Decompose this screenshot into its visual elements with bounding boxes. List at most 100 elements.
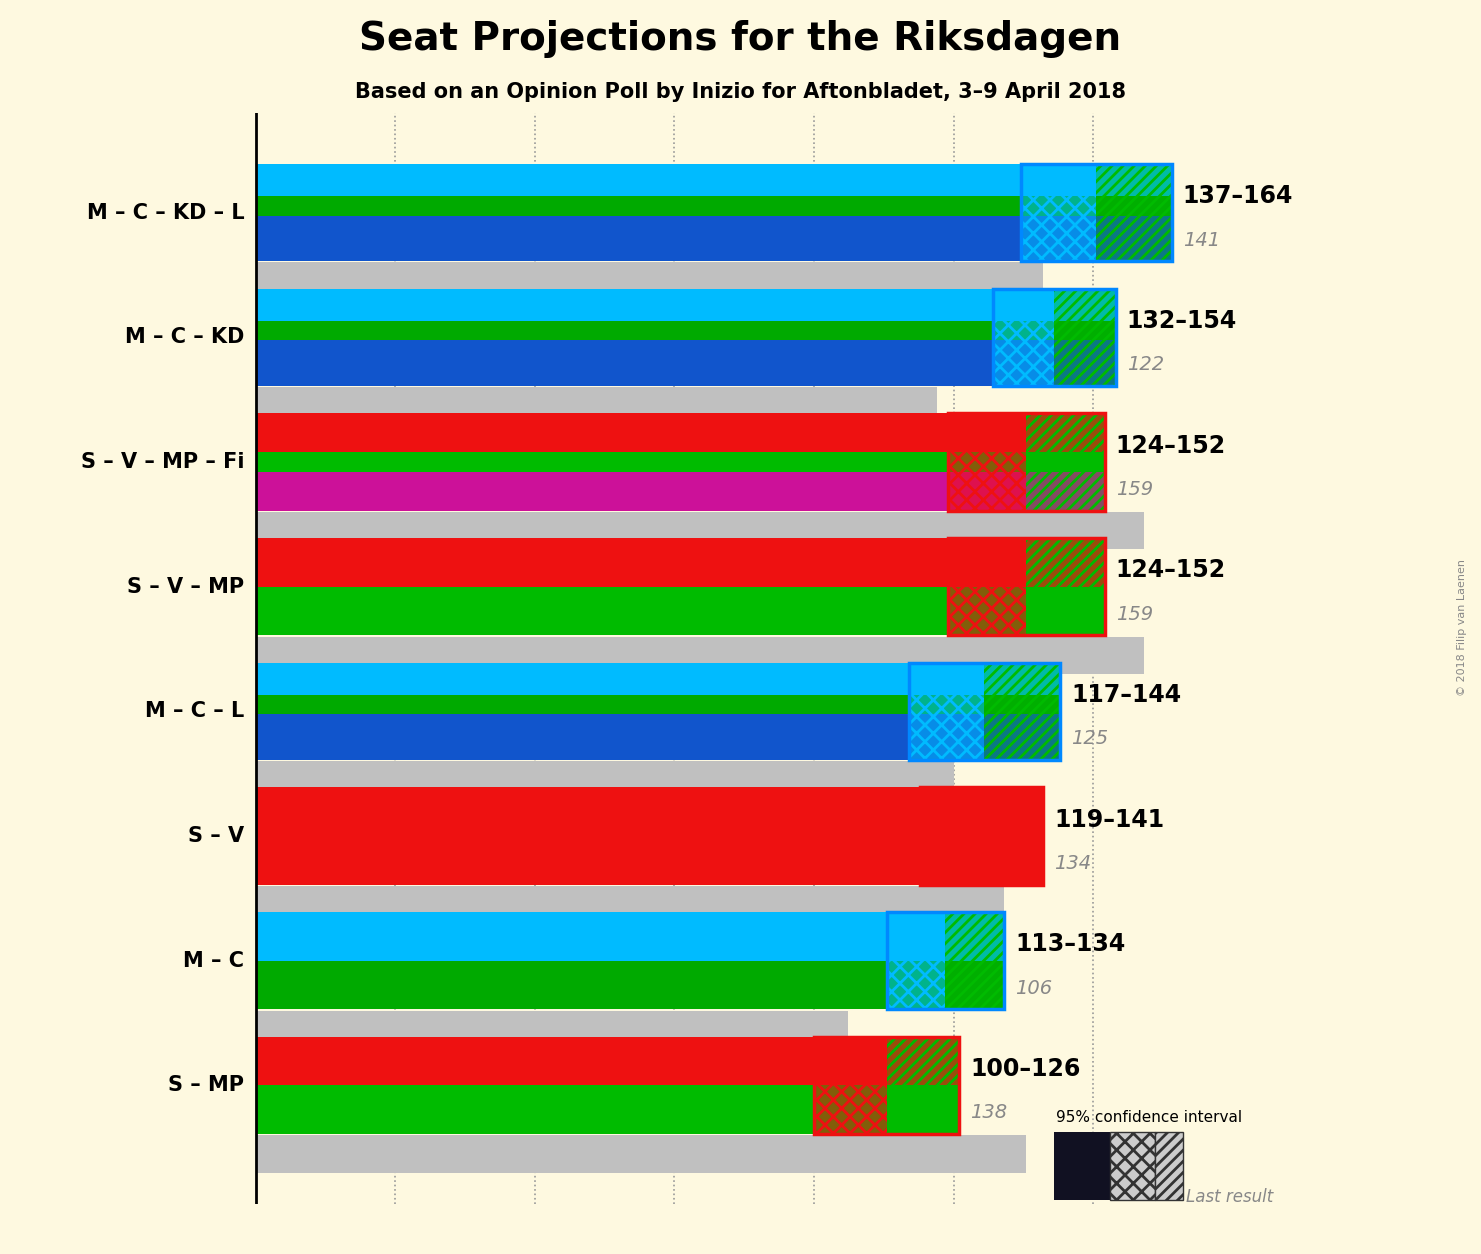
Text: 132–154: 132–154 bbox=[1127, 308, 1237, 334]
Text: with median: with median bbox=[1080, 1150, 1174, 1165]
Bar bbox=[256, 788, 1043, 884]
Bar bbox=[256, 472, 1105, 510]
Bar bbox=[256, 321, 1115, 340]
Bar bbox=[1026, 538, 1105, 636]
Text: © 2018 Filip van Laenen: © 2018 Filip van Laenen bbox=[1457, 558, 1466, 696]
Bar bbox=[1026, 414, 1105, 510]
Bar bbox=[1026, 414, 1105, 510]
Bar bbox=[909, 662, 985, 760]
Bar bbox=[256, 288, 1115, 321]
Text: 119–141: 119–141 bbox=[1054, 808, 1164, 831]
Bar bbox=[256, 262, 1043, 300]
Text: 122: 122 bbox=[1127, 355, 1164, 374]
Bar bbox=[920, 788, 1043, 884]
Text: 113–134: 113–134 bbox=[1014, 933, 1126, 957]
Text: 138: 138 bbox=[970, 1104, 1007, 1122]
Text: M – C – KD – L: M – C – KD – L bbox=[87, 203, 244, 223]
Bar bbox=[815, 1037, 887, 1134]
Bar bbox=[256, 885, 1004, 923]
Bar bbox=[256, 1135, 1026, 1172]
Bar bbox=[256, 715, 1060, 760]
Text: S – MP: S – MP bbox=[169, 1076, 244, 1096]
Bar bbox=[256, 961, 1004, 1009]
Bar bbox=[992, 288, 1054, 386]
Bar bbox=[1020, 164, 1096, 261]
Bar bbox=[887, 912, 1004, 1009]
Bar bbox=[992, 288, 1115, 386]
Bar bbox=[887, 912, 945, 1009]
Bar bbox=[948, 414, 1105, 510]
Bar bbox=[256, 1011, 847, 1048]
Text: 141: 141 bbox=[1183, 231, 1220, 250]
Text: 100–126: 100–126 bbox=[970, 1057, 1081, 1081]
Bar bbox=[1054, 1131, 1111, 1200]
Bar bbox=[887, 912, 945, 1009]
Bar bbox=[256, 453, 1105, 472]
Bar bbox=[256, 387, 937, 425]
Text: Based on an Opinion Poll by Inizio for Aftonbladet, 3–9 April 2018: Based on an Opinion Poll by Inizio for A… bbox=[355, 82, 1126, 102]
Bar bbox=[256, 512, 1143, 549]
Text: 117–144: 117–144 bbox=[1071, 683, 1182, 707]
Text: 124–152: 124–152 bbox=[1115, 558, 1226, 582]
Bar bbox=[948, 414, 1026, 510]
Bar bbox=[992, 288, 1054, 386]
Text: 124–152: 124–152 bbox=[1115, 434, 1226, 458]
Bar bbox=[256, 695, 1060, 715]
Bar bbox=[909, 662, 985, 760]
Text: S – V – MP: S – V – MP bbox=[127, 577, 244, 597]
Bar bbox=[1054, 288, 1115, 386]
Bar bbox=[887, 1037, 960, 1134]
Bar bbox=[948, 538, 1026, 636]
Text: M – C – L: M – C – L bbox=[145, 701, 244, 721]
Text: 159: 159 bbox=[1115, 604, 1152, 623]
Text: M – C – KD: M – C – KD bbox=[124, 327, 244, 347]
Bar bbox=[982, 788, 1043, 884]
Bar bbox=[1054, 288, 1115, 386]
Bar bbox=[945, 912, 1004, 1009]
Bar bbox=[1096, 164, 1171, 261]
Bar bbox=[985, 662, 1060, 760]
Bar bbox=[256, 196, 1171, 216]
Text: 125: 125 bbox=[1071, 730, 1108, 749]
Bar bbox=[909, 662, 1060, 760]
Bar bbox=[1096, 164, 1171, 261]
Text: 106: 106 bbox=[1014, 978, 1053, 998]
Bar bbox=[256, 1086, 960, 1134]
Text: S – V: S – V bbox=[188, 826, 244, 846]
Bar bbox=[887, 1037, 960, 1134]
Bar bbox=[256, 216, 1171, 261]
Bar bbox=[1111, 1131, 1155, 1200]
Bar bbox=[945, 912, 1004, 1009]
Text: 159: 159 bbox=[1115, 480, 1152, 499]
Text: M – C: M – C bbox=[184, 951, 244, 971]
Bar bbox=[920, 788, 982, 884]
Bar bbox=[256, 587, 1105, 636]
Text: 134: 134 bbox=[1054, 854, 1091, 873]
Bar bbox=[256, 414, 1105, 453]
Bar bbox=[1026, 538, 1105, 636]
Bar bbox=[1020, 164, 1096, 261]
Bar bbox=[982, 788, 1043, 884]
Bar bbox=[256, 761, 954, 799]
Bar bbox=[256, 164, 1171, 196]
Bar bbox=[1155, 1131, 1183, 1200]
Bar bbox=[256, 912, 1004, 961]
Bar bbox=[948, 538, 1105, 636]
Bar bbox=[256, 1037, 960, 1086]
Text: 137–164: 137–164 bbox=[1183, 184, 1293, 208]
Bar bbox=[256, 637, 1143, 673]
Bar bbox=[815, 1037, 960, 1134]
Bar bbox=[948, 538, 1026, 636]
Bar bbox=[256, 340, 1115, 386]
Text: S – V – MP – Fi: S – V – MP – Fi bbox=[81, 451, 244, 472]
Bar bbox=[920, 788, 982, 884]
Bar bbox=[256, 538, 1105, 587]
Bar bbox=[815, 1037, 887, 1134]
Text: Last result: Last result bbox=[1185, 1189, 1272, 1206]
Text: 95% confidence interval: 95% confidence interval bbox=[1056, 1110, 1243, 1125]
Bar bbox=[256, 662, 1060, 695]
Bar bbox=[948, 414, 1026, 510]
Text: Seat Projections for the Riksdagen: Seat Projections for the Riksdagen bbox=[360, 20, 1121, 58]
Bar bbox=[1020, 164, 1171, 261]
Bar bbox=[985, 662, 1060, 760]
